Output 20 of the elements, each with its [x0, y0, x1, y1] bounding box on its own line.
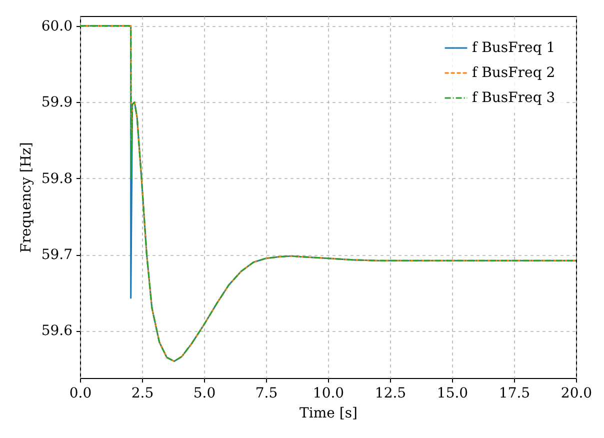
x-tick-label: 2.5: [131, 386, 154, 402]
x-tick-label: 0.0: [69, 386, 92, 402]
y-tick-label: 59.6: [41, 323, 73, 340]
x-tick-label: 20.0: [560, 386, 592, 402]
line-series: [80, 25, 576, 362]
y-tick-label: 59.8: [41, 170, 72, 187]
x-tick-label: 17.5: [498, 386, 530, 402]
x-axis-title: Time [s]: [300, 406, 358, 422]
y-axis-title: Frequency [Hz]: [18, 142, 34, 253]
y-tick-label: 60.0: [41, 18, 72, 34]
y-tick-label: 59.7: [41, 247, 72, 264]
y-tick-label: 59.9: [41, 94, 72, 111]
legend-label: f BusFreq 2: [472, 65, 556, 81]
legend-label: f BusFreq 1: [472, 40, 556, 56]
legend-label: f BusFreq 3: [472, 90, 556, 106]
x-tick-label: 10.0: [312, 386, 344, 402]
x-tick-label: 7.5: [255, 386, 278, 402]
x-tick-label: 12.5: [374, 386, 406, 402]
x-tick-label: 15.0: [436, 386, 468, 402]
x-tick-label: 5.0: [193, 386, 216, 402]
